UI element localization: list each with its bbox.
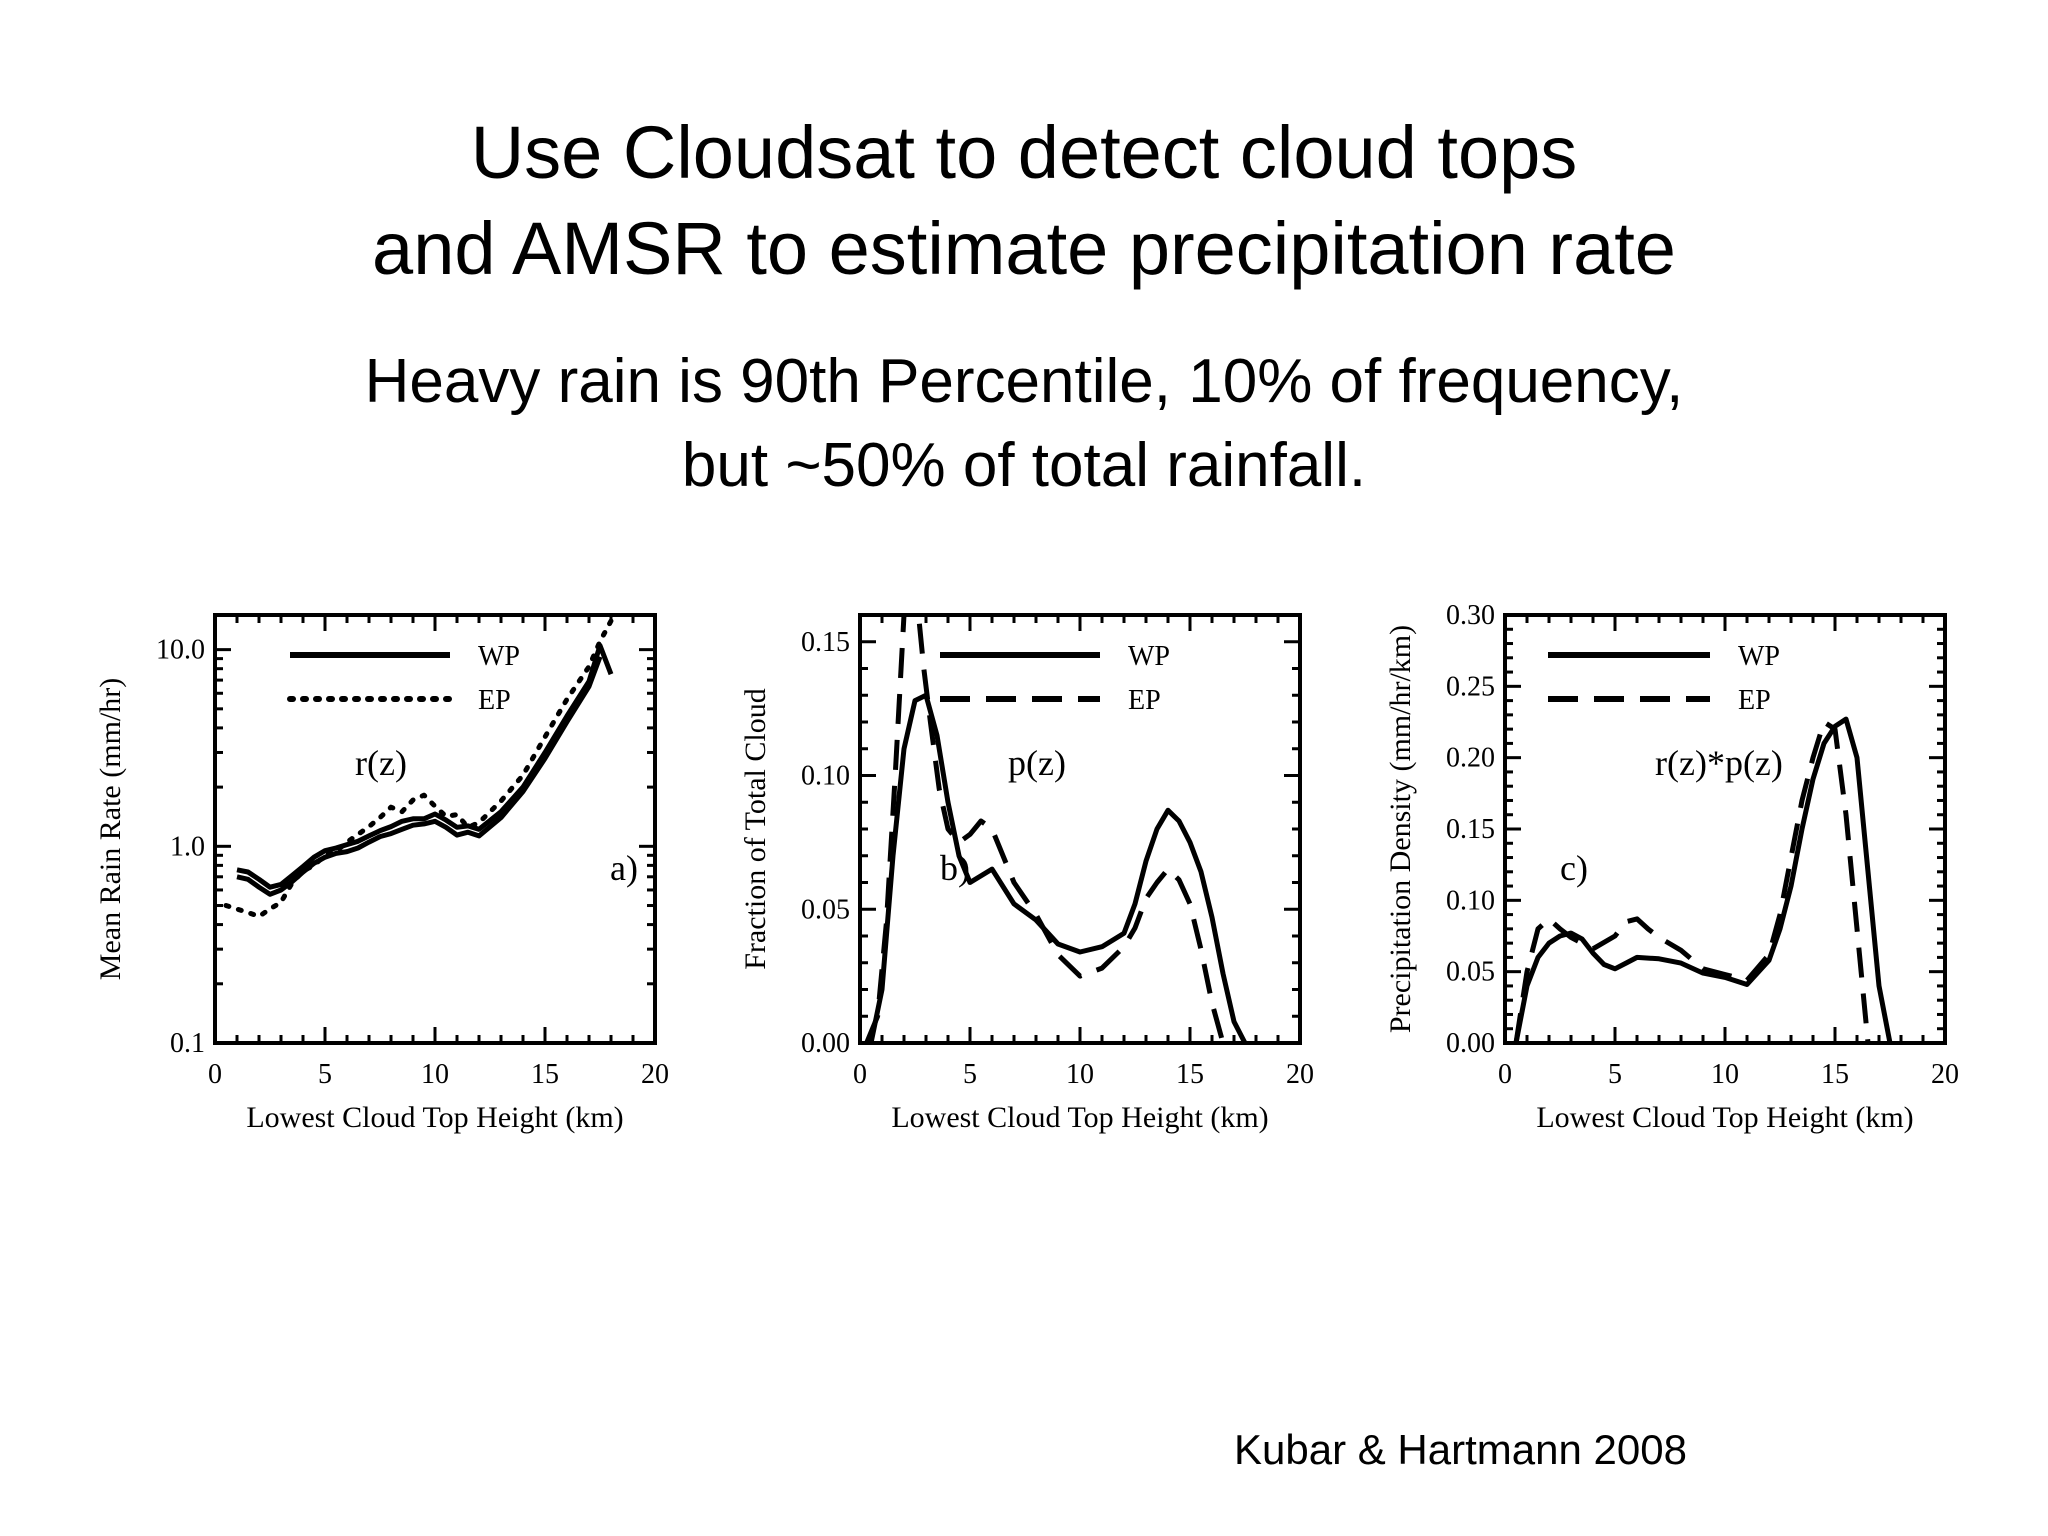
citation: Kubar & Hartmann 2008: [1234, 1426, 1687, 1473]
y-tick-label: 0.15: [1446, 814, 1495, 845]
x-tick-label: 20: [641, 1059, 669, 1090]
x-tick-label: 10: [1066, 1059, 1094, 1090]
x-axis-label: Lowest Cloud Top Height (km): [246, 1101, 623, 1134]
legend-label-ep: EP: [1738, 685, 1771, 716]
x-tick-label: 0: [1498, 1059, 1512, 1090]
x-tick-label: 0: [853, 1059, 867, 1090]
curve-annotation: r(z): [355, 743, 407, 783]
chart-panel-2: 0 5 10 15 20 0.00 0.05 0.10 0.15 Lowest Cloud Top…: [739, 613, 1314, 1134]
x-tick-label: 20: [1286, 1059, 1314, 1090]
subtitle-line-1: Heavy rain is 90th Percentile, 10% of fr…: [364, 347, 1684, 416]
series-line-wp: [868, 692, 1248, 1043]
legend-label-wp: WP: [1128, 641, 1170, 672]
x-tick-label: 5: [1608, 1059, 1622, 1090]
x-tick-label: 15: [1821, 1059, 1849, 1090]
x-tick-label: 15: [531, 1059, 559, 1090]
chart-panel-3: 0 5 10 15 20 0.00 0.05 0.10 0.15 0.20 0.25 0.30 Lowe…: [1384, 600, 1959, 1134]
panel-label: c): [1560, 848, 1588, 888]
series-line-wp: [236, 655, 603, 897]
y-tick-label: 0.30: [1446, 600, 1495, 631]
title-line-2: and AMSR to estimate precipitation rate: [372, 207, 1676, 290]
y-tick-label: 0.00: [1446, 1028, 1495, 1059]
x-tick-label: 5: [963, 1059, 977, 1090]
y-tick-label: 0.00: [801, 1028, 850, 1059]
x-tick-label: 0: [208, 1059, 222, 1090]
y-tick-label: 0.15: [801, 627, 850, 658]
panel-label: b): [940, 848, 970, 888]
y-tick-label: 10.0: [156, 635, 205, 666]
series-line-ep: [864, 615, 1226, 1043]
legend-label-ep: EP: [1128, 685, 1161, 716]
chart-panel-1: 0 5 10 15 20 0.1 1.0 10.0 Lowest Cloud Top Heigh…: [94, 613, 669, 1134]
curve-annotation: r(z)*p(z): [1655, 743, 1783, 783]
curve-annotation: p(z): [1008, 743, 1066, 783]
y-tick-label: 0.05: [1446, 957, 1495, 988]
legend-label-wp: WP: [478, 641, 520, 672]
slide-subtitle: Heavy rain is 90th Percentile, 10% of fr…: [0, 340, 2048, 508]
y-tick-label: 0.05: [801, 894, 850, 925]
y-tick-label: 0.20: [1446, 743, 1495, 774]
y-tick-label: 0.10: [801, 761, 850, 792]
x-tick-label: 10: [421, 1059, 449, 1090]
series-line-ep: [223, 618, 614, 919]
charts-figure: 0 5 10 15 20 0.1 1.0 10.0 Lowest Cloud Top Heigh…: [94, 600, 1959, 1134]
y-axis-label: Fraction of Total Cloud: [739, 688, 772, 969]
x-tick-label: 10: [1711, 1059, 1739, 1090]
panel-label: a): [610, 848, 638, 888]
series-line-ep: [1513, 719, 1871, 1043]
x-axis-label: Lowest Cloud Top Height (km): [891, 1101, 1268, 1134]
series-line-wp-alt: [236, 643, 614, 890]
y-tick-label: 1.0: [170, 831, 205, 862]
y-tick-label: 0.25: [1446, 671, 1495, 702]
y-axis-label: Precipitation Density (mm/hr/km): [1384, 625, 1417, 1033]
x-axis-label: Lowest Cloud Top Height (km): [1536, 1101, 1913, 1134]
slide-title: Use Cloudsat to detect cloud tops and AM…: [0, 105, 2048, 297]
x-tick-label: 15: [1176, 1059, 1204, 1090]
y-tick-label: 0.10: [1446, 885, 1495, 916]
subtitle-line-2: but ~50% of total rainfall.: [681, 431, 1367, 500]
y-tick-label: 0.1: [170, 1028, 205, 1059]
legend-label-wp: WP: [1738, 641, 1780, 672]
legend-label-ep: EP: [478, 685, 511, 716]
title-line-1: Use Cloudsat to detect cloud tops: [470, 111, 1578, 194]
x-tick-label: 20: [1931, 1059, 1959, 1090]
x-tick-label: 5: [318, 1059, 332, 1090]
y-axis-label: Mean Rain Rate (mm/hr): [94, 678, 127, 980]
